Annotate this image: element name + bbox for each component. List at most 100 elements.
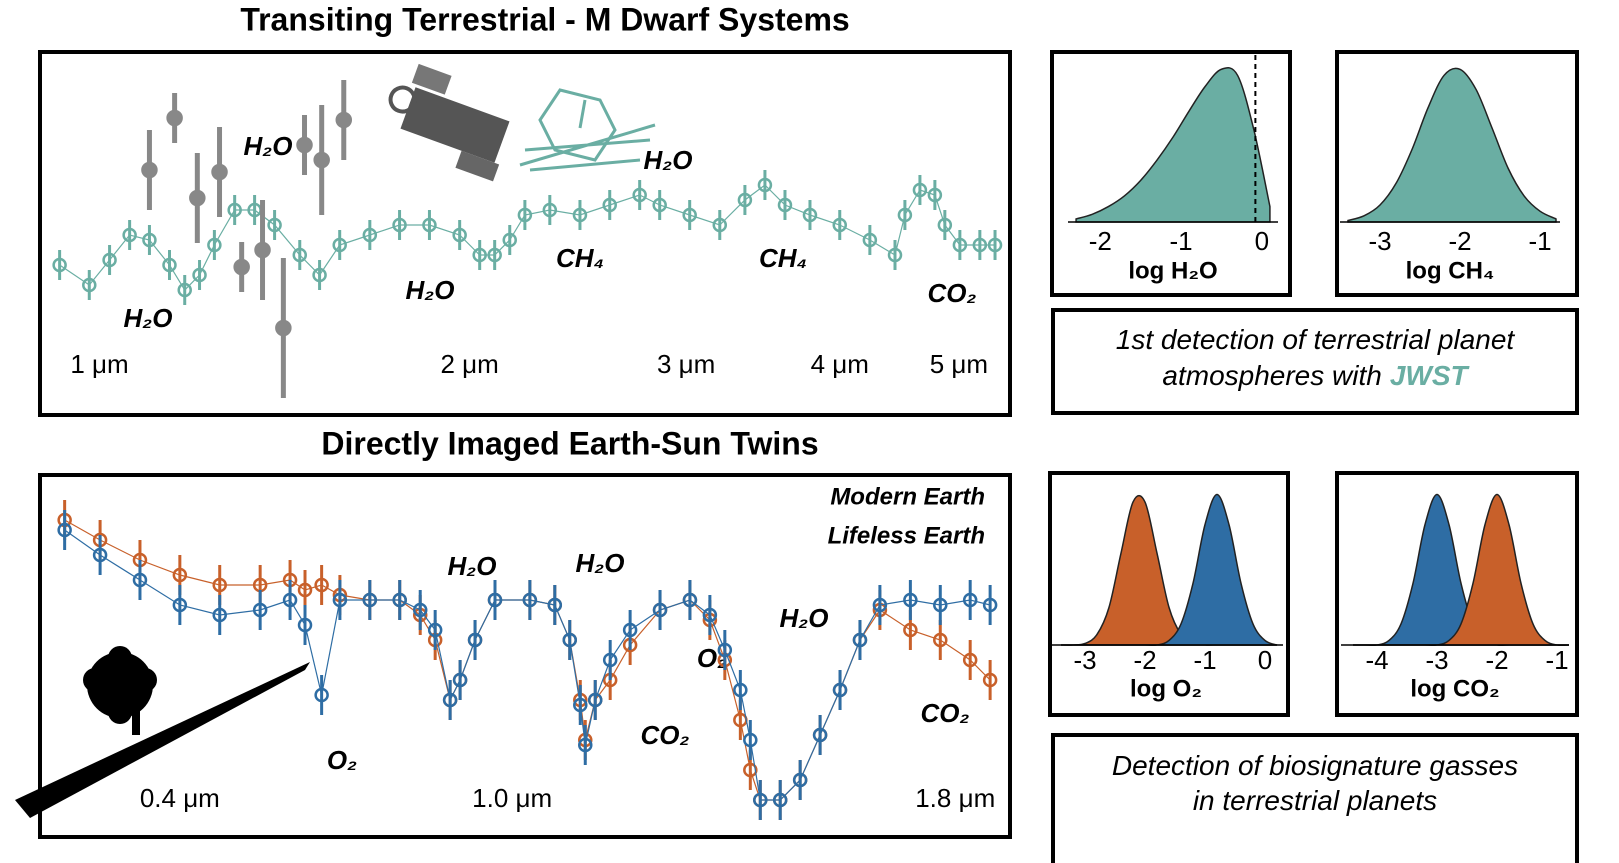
x-tick-label: 2 μm xyxy=(440,349,498,379)
data-point xyxy=(652,197,667,213)
data-point xyxy=(777,197,793,213)
data-point xyxy=(972,237,988,253)
data-point xyxy=(452,672,468,688)
caption-text: in terrestrial planets xyxy=(1193,785,1437,816)
data-point xyxy=(982,672,998,688)
data-point xyxy=(753,792,768,808)
x-tick-label: -4 xyxy=(1365,645,1388,675)
data-point xyxy=(267,217,282,233)
data-point xyxy=(743,732,758,748)
panel-frame xyxy=(38,473,1012,839)
x-tick-label: 1 μm xyxy=(70,349,128,379)
panel-frame xyxy=(38,50,1012,417)
data-point xyxy=(189,189,206,207)
data-point xyxy=(122,227,137,243)
x-tick-label: 1.8 μm xyxy=(915,783,995,813)
caption-line: Detection of biosignature gasses xyxy=(1112,750,1518,781)
x-axis-label: log O₂ xyxy=(1130,675,1202,702)
data-point xyxy=(92,547,108,563)
caption-highlight: JWST xyxy=(1390,360,1471,391)
molecule-label: CO₂ xyxy=(921,698,970,728)
data-point xyxy=(392,217,407,233)
data-point xyxy=(392,592,407,608)
data-point xyxy=(852,632,868,648)
data-point xyxy=(952,237,968,253)
data-point xyxy=(207,237,222,253)
x-axis-label: log CH₄ xyxy=(1406,257,1495,284)
planet-silhouette xyxy=(15,646,310,818)
data-point xyxy=(192,267,207,283)
x-tick-label: -1 xyxy=(1528,226,1551,256)
data-point xyxy=(887,247,903,263)
data-point xyxy=(792,772,808,788)
x-tick-label: 3 μm xyxy=(657,349,715,379)
molecule-label: H₂O xyxy=(576,548,625,578)
data-point xyxy=(737,192,753,208)
molecule-label: H₂O xyxy=(644,145,693,175)
data-point xyxy=(962,592,978,608)
data-point xyxy=(452,227,467,243)
series xyxy=(57,510,998,820)
data-point xyxy=(937,217,953,233)
data-point xyxy=(282,592,298,608)
data-point xyxy=(933,597,948,613)
data-point xyxy=(335,111,353,129)
x-axis-label: log H₂O xyxy=(1128,257,1217,284)
data-point xyxy=(427,622,443,638)
data-point xyxy=(982,597,998,613)
caption-text: 1st detection of terrestrial planet xyxy=(1116,324,1516,355)
data-point xyxy=(362,592,378,608)
data-point xyxy=(522,592,538,608)
data-point xyxy=(141,161,158,179)
panel-frame xyxy=(1050,50,1292,297)
posterior-area xyxy=(1075,67,1271,223)
data-point xyxy=(442,692,458,708)
hst-icon xyxy=(388,63,510,182)
x-axis-label: log CO₂ xyxy=(1410,675,1499,702)
data-point xyxy=(578,737,593,753)
data-point xyxy=(172,567,188,583)
data-point xyxy=(142,232,157,248)
x-tick-label: 0.4 μm xyxy=(140,783,220,813)
data-point xyxy=(802,207,818,223)
x-tick-label: 1.0 μm xyxy=(472,783,552,813)
data-point xyxy=(832,682,848,698)
x-tick-label: 4 μm xyxy=(811,349,869,379)
data-point xyxy=(927,187,943,203)
data-point xyxy=(177,282,192,298)
data-point xyxy=(472,247,487,263)
data-point xyxy=(172,597,188,613)
caption-line: in terrestrial planets xyxy=(1193,785,1437,816)
data-point xyxy=(102,252,117,268)
posterior-area xyxy=(1353,493,1570,647)
data-point xyxy=(897,207,913,223)
caption-line: atmospheres with JWST xyxy=(1162,360,1470,391)
data-point xyxy=(872,597,888,613)
data-point xyxy=(82,277,97,293)
molecule-label: H₂O xyxy=(406,275,455,305)
spectrum-line xyxy=(64,529,991,801)
caption-box xyxy=(1051,308,1579,415)
data-point xyxy=(682,592,698,608)
data-point xyxy=(682,207,697,223)
data-point xyxy=(467,632,483,648)
data-point xyxy=(162,257,177,273)
data-point xyxy=(332,592,348,608)
x-tick-label: -3 xyxy=(1073,645,1096,675)
data-point xyxy=(487,247,502,263)
molecule-label: H₂O xyxy=(780,603,829,633)
caption-text: Detection of biosignature gasses xyxy=(1112,750,1518,781)
x-tick-label: 0 xyxy=(1255,226,1269,256)
data-point xyxy=(422,217,437,233)
data-point xyxy=(296,136,313,154)
data-point xyxy=(812,727,828,743)
molecule-label: O₂ xyxy=(697,643,727,673)
legend-entry: Lifeless Earth xyxy=(828,522,985,549)
data-point xyxy=(254,241,271,259)
data-point xyxy=(632,187,647,203)
data-point xyxy=(587,692,603,708)
molecule-label: CH₄ xyxy=(556,243,604,273)
caption-box xyxy=(1051,733,1579,863)
spectrum-line xyxy=(64,519,991,801)
